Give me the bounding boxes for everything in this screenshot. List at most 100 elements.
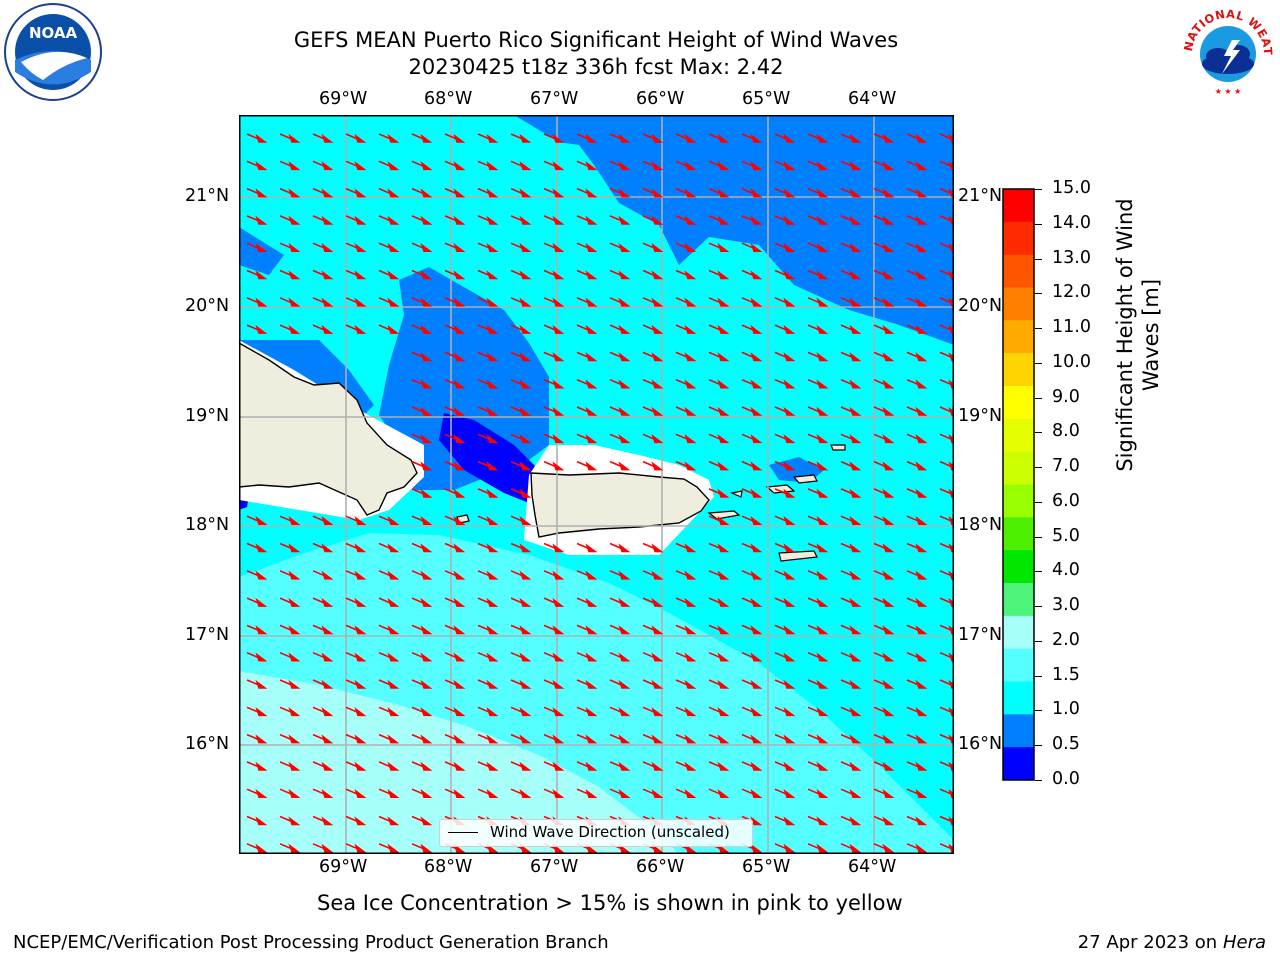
wind-arrow-head	[420, 243, 433, 252]
footer-date-text: 27 Apr 2023 on	[1077, 932, 1223, 953]
wind-arrow-head	[387, 270, 400, 280]
wind-arrow-head	[783, 133, 796, 143]
wind-arrow-head	[288, 652, 301, 662]
lat-label-left: 17°N	[185, 625, 230, 645]
lat-label-left: 18°N	[185, 515, 230, 535]
wind-arrow-head	[684, 734, 697, 744]
wind-arrow-head	[618, 843, 631, 853]
wind-arrow-head	[519, 270, 532, 280]
wind-arrow-head	[321, 215, 334, 225]
wind-arrow-head	[288, 789, 301, 798]
wind-arrow-head	[882, 543, 895, 553]
wind-arrow-head	[915, 543, 928, 553]
colorbar-cell	[1003, 287, 1034, 321]
wind-arrow-head	[552, 161, 565, 171]
wind-arrow-head	[717, 679, 730, 689]
lon-label-top: 66°W	[636, 89, 685, 109]
wind-arrow-head	[717, 789, 730, 798]
wind-arrow-head	[321, 843, 334, 853]
wind-arrow-head	[321, 324, 334, 334]
wind-arrow-head	[684, 133, 697, 143]
colorbar	[1002, 188, 1035, 781]
colorbar-cell	[1003, 189, 1034, 223]
wind-arrow-head	[882, 161, 895, 171]
wind-arrow-head	[849, 816, 862, 826]
wind-arrow-head	[783, 625, 796, 635]
wind-arrow-head	[420, 488, 433, 498]
wind-arrow-head	[882, 461, 895, 471]
wind-arrow-head	[915, 270, 928, 280]
wind-arrow-head	[255, 679, 268, 689]
wind-arrow-head	[717, 488, 730, 498]
colorbar-tick-label: 2.0	[1052, 629, 1080, 650]
wind-arrow-head	[849, 707, 862, 717]
wind-arrow-head	[882, 679, 895, 689]
wind-arrow-head	[453, 625, 466, 635]
wind-arrow-head	[882, 379, 895, 389]
wind-arrow-head	[321, 570, 334, 580]
wind-arrow-head	[651, 188, 664, 198]
wind-arrow-head	[519, 597, 532, 607]
wind-arrow-head	[618, 406, 631, 416]
wind-arrow-head	[519, 625, 532, 635]
wind-arrow-head	[651, 352, 664, 362]
wind-arrow-head	[750, 133, 763, 143]
wind-arrow-head	[684, 434, 697, 444]
wind-arrow-head	[849, 379, 862, 389]
footer-machine: Hera	[1222, 932, 1266, 953]
wind-arrow-head	[915, 461, 928, 471]
wind-arrow-head	[684, 625, 697, 635]
wind-arrow-head	[420, 434, 433, 444]
wind-arrow-head	[585, 843, 598, 853]
wind-arrow-head	[420, 679, 433, 689]
chart-title: GEFS MEAN Puerto Rico Significant Height…	[293, 28, 899, 52]
wave-0.5-1.0-region-mona	[379, 267, 549, 490]
wind-arrow-head	[783, 215, 796, 225]
wind-arrow-head	[717, 707, 730, 717]
wind-arrow-head	[816, 215, 829, 225]
wind-arrow-head	[354, 188, 367, 198]
wind-arrow-head	[453, 406, 466, 416]
wind-arrow-head	[420, 297, 433, 307]
colorbar-title: Significant Height of Wind Waves [m]	[1113, 198, 1163, 472]
wind-arrow-head	[585, 352, 598, 362]
footer-branch: NCEP/EMC/Verification Post Processing Pr…	[13, 932, 609, 953]
wind-arrow-head	[750, 406, 763, 416]
wave-0.5-1.0-region-north	[514, 115, 954, 345]
wind-arrow-head	[585, 215, 598, 225]
wind-arrow-head	[387, 707, 400, 717]
wind-arrow-head	[453, 652, 466, 662]
wind-arrow-head	[915, 570, 928, 580]
wind-arrow-head	[420, 215, 433, 225]
wind-arrow-head	[684, 297, 697, 307]
wind-arrow-head	[750, 461, 763, 471]
wind-arrow-head	[255, 215, 268, 225]
wind-arrow-head	[816, 434, 829, 444]
colorbar-cell	[1003, 320, 1034, 354]
wind-arrow-head	[783, 570, 796, 580]
wind-arrow-head	[915, 707, 928, 717]
wind-arrow-head	[684, 461, 697, 471]
wind-arrow-head	[750, 352, 763, 362]
wind-arrow-head	[354, 816, 367, 826]
wind-arrow-head	[717, 761, 730, 771]
noaa-logo-text: NOAA	[29, 24, 78, 42]
colorbar-tick-label: 0.0	[1052, 769, 1080, 789]
wind-arrow-head	[585, 161, 598, 171]
wind-arrow-head	[684, 679, 697, 689]
hispaniola-land	[239, 342, 418, 516]
wind-arrow-head	[750, 734, 763, 744]
wind-arrow-head	[684, 215, 697, 225]
wind-arrow-head	[882, 516, 895, 525]
wind-arrow-head	[486, 789, 499, 798]
wind-arrow-head	[717, 352, 730, 362]
wind-arrow-head	[717, 597, 730, 607]
wind-arrow-head	[816, 406, 829, 416]
wind-arrow-head	[750, 789, 763, 798]
wind-arrow-head	[849, 761, 862, 771]
wind-arrow-head	[750, 843, 763, 853]
wind-arrow-head	[750, 324, 763, 334]
wind-arrow-head	[783, 324, 796, 334]
wind-arrow-head	[387, 625, 400, 635]
wind-arrow-head	[915, 789, 928, 798]
